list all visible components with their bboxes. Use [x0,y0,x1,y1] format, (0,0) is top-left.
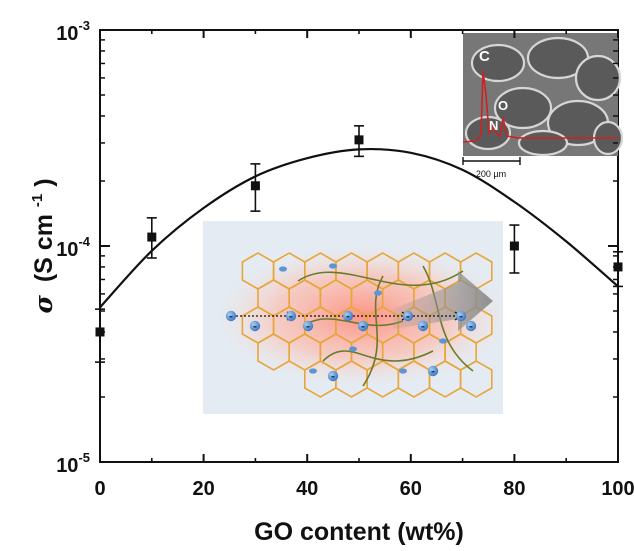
y-axis-unit: (S cm [30,214,58,282]
lattice-dot [399,368,407,374]
ion-charge: - [459,312,463,323]
scale-bar-label: 200 µm [476,169,506,179]
y-tick-label: 10-3 [56,18,90,45]
x-tick-label: 0 [94,478,105,500]
schematic-inset: ----------- - [203,221,508,414]
x-tick-label: 20 [192,478,214,500]
ion-charge: - [253,322,257,333]
fiber [362,275,384,387]
fiber [302,318,404,327]
data-point [147,232,157,242]
x-tick-label: 100 [601,478,634,500]
ion [342,310,354,322]
ion [417,320,429,332]
fiber [322,350,434,362]
data-points [95,125,623,363]
ion [357,320,369,332]
y-axis-title: σ (S cm -1 ) [20,178,58,313]
lattice-dot [439,338,447,344]
data-point [509,241,519,251]
x-tick-label: 80 [503,478,525,500]
data-point [250,181,260,191]
y-axis-unit-close: ) [30,178,58,186]
data-point [354,135,364,145]
ion-charge: - [229,312,233,323]
sem-pore [493,86,553,130]
ion [302,320,314,332]
data-point [613,262,623,272]
ion-charge: - [331,372,335,383]
lattice-dot [349,346,357,352]
lattice-dot [374,290,382,296]
ion-charge: - [306,322,310,333]
eds-peak-label-n: N [489,118,498,133]
y-axis-symbol: σ [29,295,58,314]
eds-peak-label-o: O [498,98,508,113]
ion-charge: - [431,367,435,378]
ion [327,370,339,382]
ion [249,320,261,332]
sem-pore [574,54,622,102]
ion-charge: - [289,312,293,323]
x-axis-title: GO content (wt%) [254,518,464,546]
ion-charge: - [421,322,425,333]
y-tick-label: 10-5 [56,450,90,477]
hex-cell [459,360,493,398]
x-tick-label: 60 [400,478,422,500]
ion [455,310,467,322]
y-axis-unit-exponent: -1 [29,194,46,207]
x-axis: 0 20 40 60 80 100 [94,30,634,500]
ion [427,365,439,377]
ion-charge: - [361,322,365,333]
ion [225,310,237,322]
sem-inset: C NO 200 µm [462,33,624,179]
ion-charge: - [346,312,350,323]
y-axis: 10-5 10-4 10-3 [56,18,618,477]
x-tick-label: 40 [296,478,318,500]
ion [402,310,414,322]
lattice-dot [279,266,287,272]
lattice-dot [329,263,337,269]
ion-charge: - [469,322,473,333]
sem-pore [470,43,526,83]
data-point [95,327,105,337]
lattice-dot [309,368,317,374]
ion-charge: - [406,312,410,323]
y-tick-label: 10-4 [56,234,91,261]
eds-spectrum [462,70,618,143]
sem-pore [517,129,569,157]
fiber [297,270,464,287]
eds-peak-label-c: C [479,48,490,65]
ion [465,320,477,332]
ion [285,310,297,322]
